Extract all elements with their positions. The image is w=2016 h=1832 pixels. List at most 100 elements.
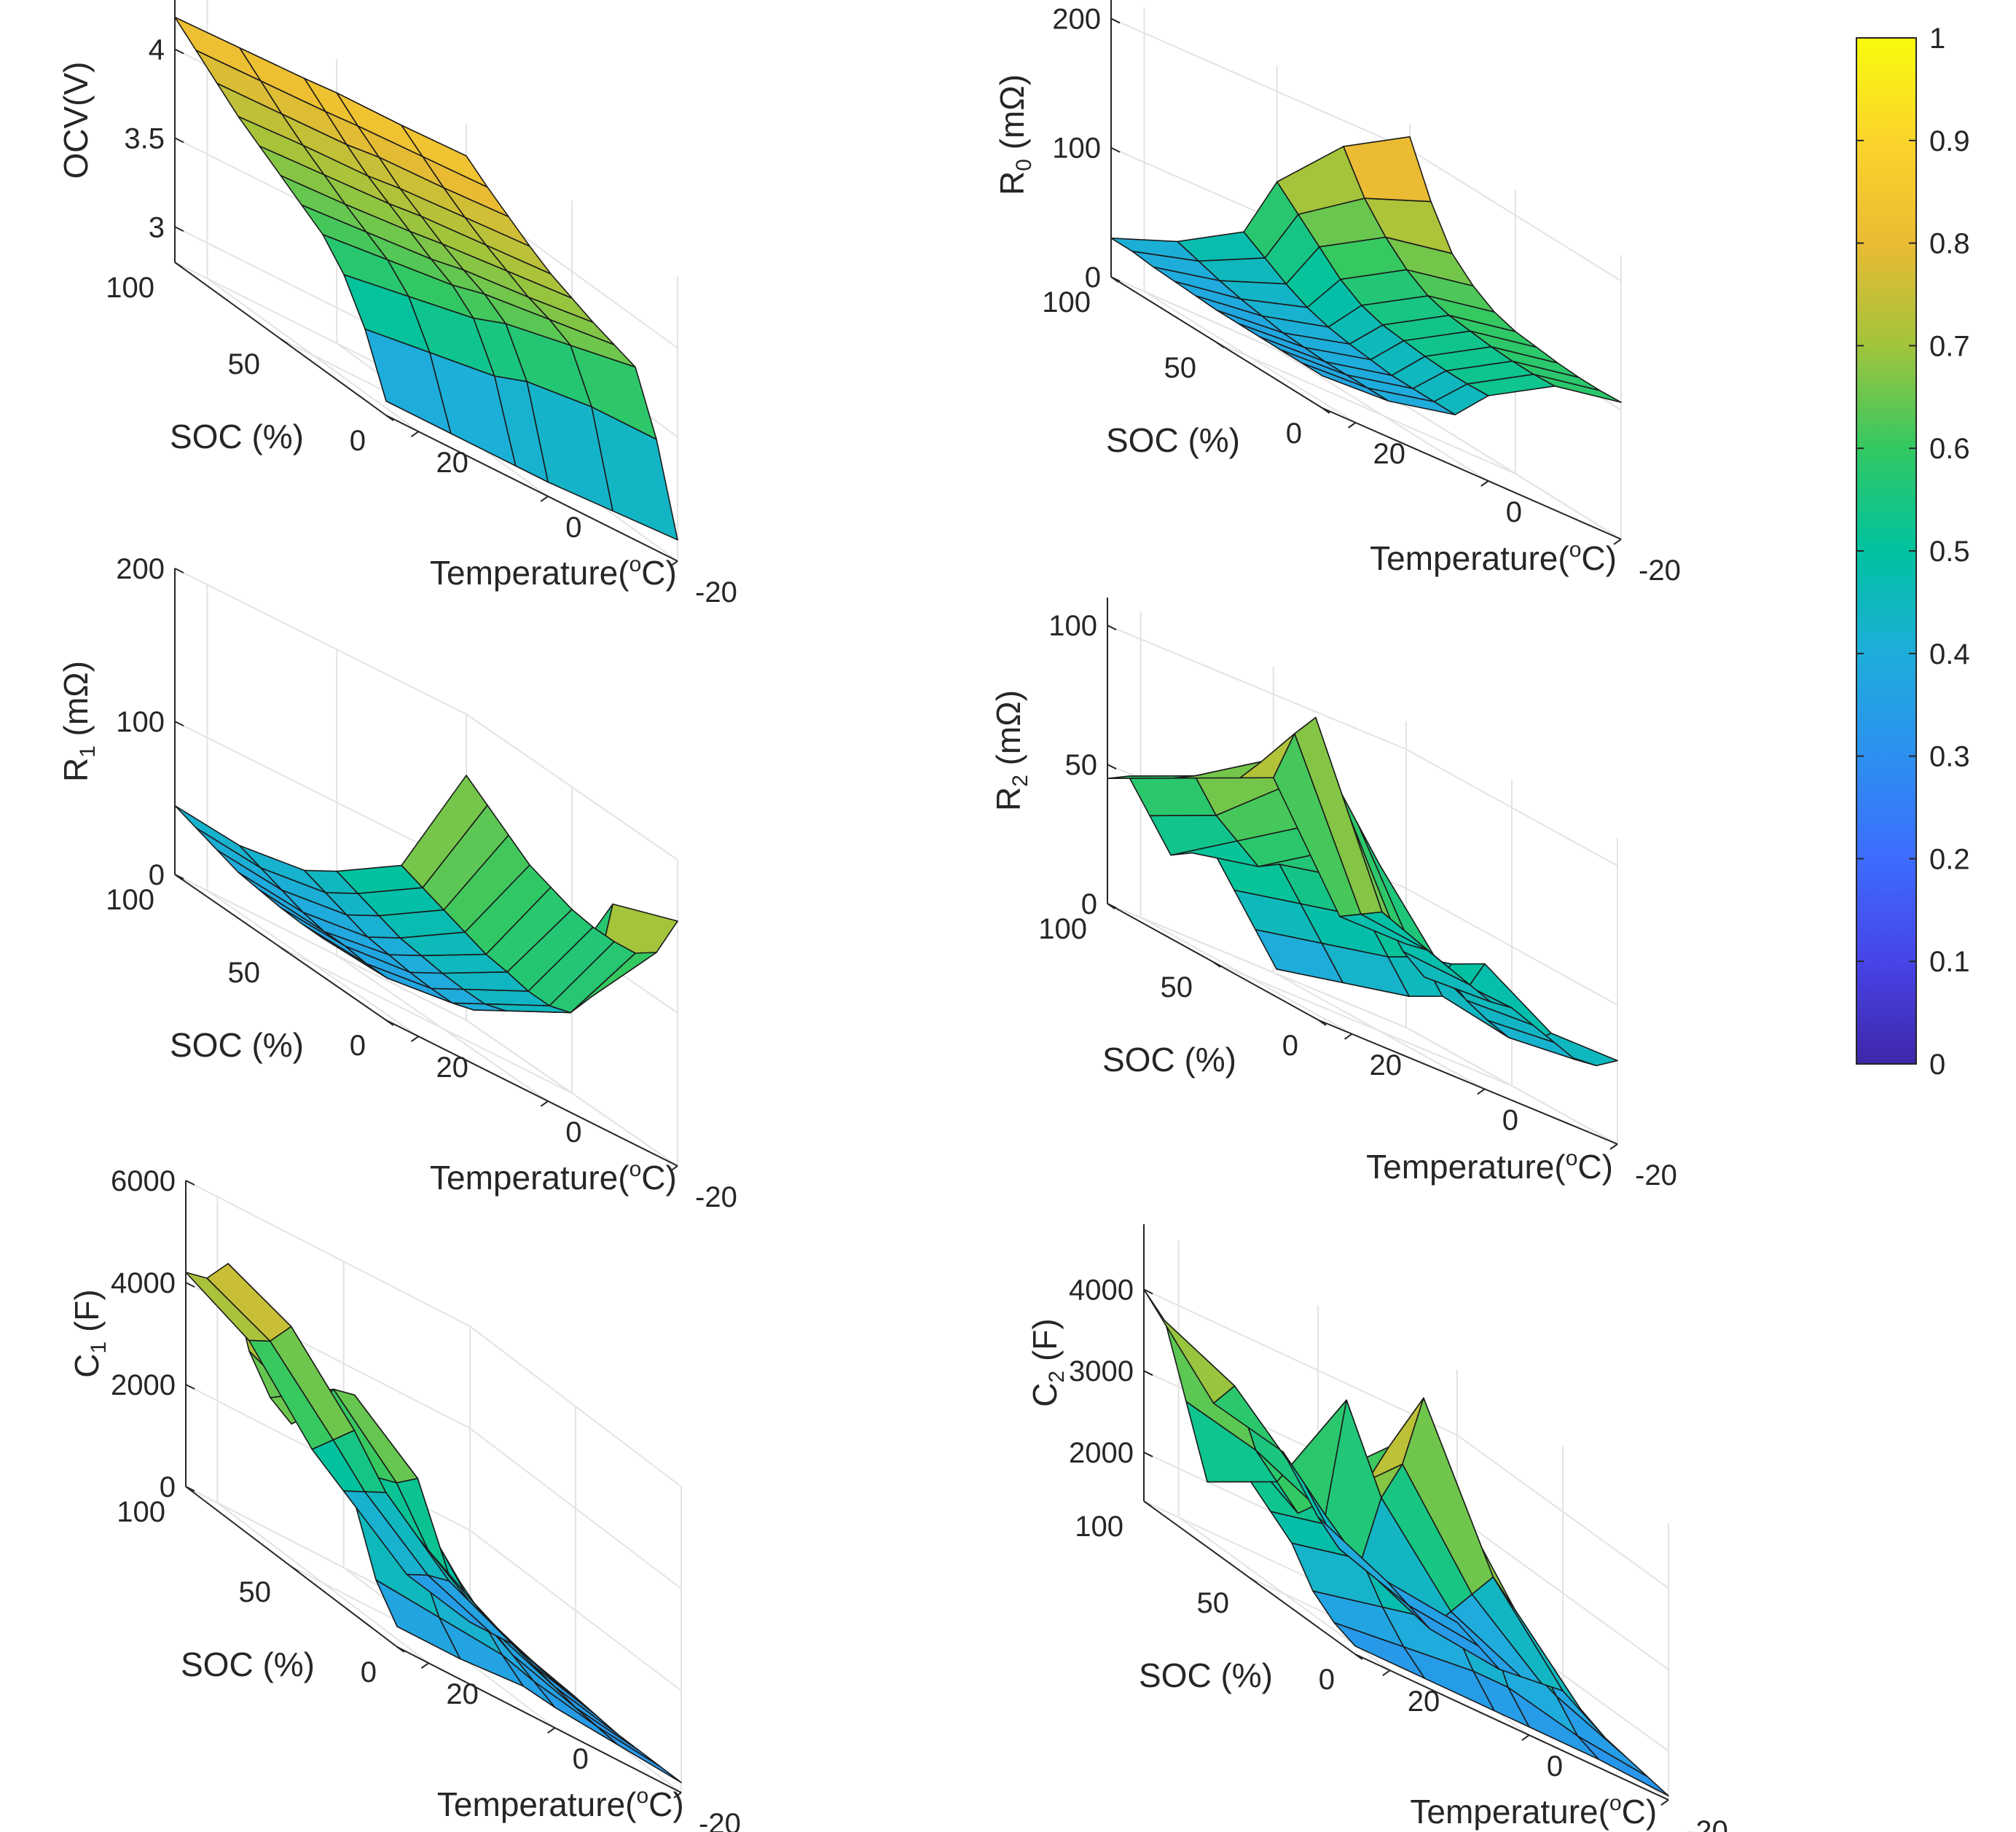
z-tick-mark xyxy=(1110,146,1121,153)
z-axis-label: R1 (mΩ) xyxy=(57,661,100,782)
soc-tick-mark xyxy=(1107,903,1115,909)
z-tick-label: 3 xyxy=(149,211,165,243)
grid-line xyxy=(216,1502,429,1664)
grid-line xyxy=(1212,961,1513,1087)
colorbar-tick-label: 0.6 xyxy=(1929,433,1970,465)
temperature-tick-mark xyxy=(410,431,420,438)
z-axis-label-main: R xyxy=(989,787,1027,811)
z-tick-mark xyxy=(174,226,184,232)
z-tick-label: 50 xyxy=(1065,749,1098,781)
soc-tick-mark xyxy=(1143,1500,1152,1507)
z-tick-label: 0 xyxy=(1085,262,1101,294)
temperature-tick-label: 20 xyxy=(1408,1686,1440,1718)
colorbar-tick-label: 0.2 xyxy=(1929,843,1970,875)
z-axis-label: R0 (mΩ) xyxy=(993,74,1036,195)
colorbar-tick-label: 0.3 xyxy=(1929,741,1970,773)
grid-line xyxy=(1107,903,1407,1028)
soc-tick-label: 100 xyxy=(106,884,154,916)
grid-line xyxy=(1409,407,1622,540)
subplot-r2: 0 50 100 100 50 0 20 0 -20 R2 (mΩ) SOC (%) Temperat… xyxy=(989,598,1677,1191)
colorbar-tick-label: 0.4 xyxy=(1929,638,1970,670)
grid-line xyxy=(1405,1027,1618,1145)
temperature-axis-label: Temperature(oC) xyxy=(1370,538,1617,577)
subplot-c1: 0 2000 4000 6000 100 50 0 20 0 -20 C1 (F) SOC (%) Te… xyxy=(68,1165,741,1832)
temperature-axis-line xyxy=(1322,407,1622,540)
z-tick-mark xyxy=(1143,1288,1153,1295)
surface-ocv xyxy=(174,16,678,541)
surface-patch xyxy=(1339,913,1428,951)
soc-tick-mark xyxy=(1110,276,1119,283)
z-axis-label: C1 (F) xyxy=(68,1289,111,1377)
z-axis-label-unit: (mΩ) xyxy=(989,690,1027,775)
soc-tick-mark xyxy=(280,338,289,345)
grid-line xyxy=(174,568,467,715)
soc-tick-mark xyxy=(291,1566,299,1573)
temperature-axis-line xyxy=(385,415,678,562)
temperature-axis-line xyxy=(385,1019,678,1167)
z-tick-label: 0 xyxy=(149,859,165,891)
temperature-label-unit: C) xyxy=(1577,1148,1613,1186)
temperature-tick-label: 0 xyxy=(573,1743,589,1775)
temperature-label-main: Temperature( xyxy=(437,1785,637,1823)
z-axis-label-subscript: 2 xyxy=(1045,1371,1069,1383)
soc-tick-label: 100 xyxy=(117,1496,165,1528)
temperature-tick-label: -20 xyxy=(699,1808,741,1832)
z-tick-label: 4000 xyxy=(111,1267,176,1299)
z-tick-label: 6000 xyxy=(111,1165,176,1197)
temperature-tick-mark xyxy=(1609,1143,1618,1150)
axes-r0 xyxy=(1110,0,1622,545)
z-axis-label-subscript: 0 xyxy=(1012,159,1036,171)
temperature-label-degree: o xyxy=(1566,1146,1578,1170)
z-tick-mark xyxy=(174,721,184,727)
surface-c1 xyxy=(185,1263,682,1783)
surface-c2 xyxy=(1143,1288,1669,1797)
grid-line xyxy=(1107,625,1407,751)
surface-patch xyxy=(1343,136,1432,203)
temperature-label-unit: C) xyxy=(641,554,677,592)
soc-tick-label: 50 xyxy=(228,348,261,380)
temperature-tick-label: -20 xyxy=(695,576,737,608)
soc-tick-label: 50 xyxy=(1164,352,1197,384)
axes-c2 xyxy=(1143,1224,1669,1806)
soc-tick-label: 0 xyxy=(350,1030,366,1062)
surface-r0 xyxy=(1110,136,1622,415)
colorbar-tick-label: 0.5 xyxy=(1929,536,1970,568)
soc-axis-label: SOC (%) xyxy=(1139,1656,1273,1694)
soc-tick-mark xyxy=(385,415,394,421)
temperature-axis-label: Temperature(oC) xyxy=(430,552,677,592)
temperature-tick-label: -20 xyxy=(1635,1159,1677,1191)
z-tick-label: 2000 xyxy=(111,1369,176,1401)
temperature-label-main: Temperature( xyxy=(1370,539,1569,577)
soc-tick-mark xyxy=(185,1486,194,1492)
temperature-tick-mark xyxy=(540,496,549,502)
z-axis-label-unit: (F) xyxy=(1026,1318,1064,1371)
z-axis-label-unit: (F) xyxy=(68,1289,106,1342)
axes-r2 xyxy=(1107,598,1618,1150)
temperature-tick-mark xyxy=(1382,1669,1391,1677)
temperature-tick-label: 0 xyxy=(1502,1104,1518,1136)
z-tick-label: 2000 xyxy=(1069,1437,1134,1469)
surface-patch xyxy=(1387,1581,1479,1647)
temperature-axis-line xyxy=(1354,1653,1669,1801)
soc-tick-label: 0 xyxy=(1319,1664,1335,1696)
z-tick-label: 3000 xyxy=(1069,1355,1134,1387)
temperature-label-main: Temperature( xyxy=(430,554,629,592)
colorbar-tick-label: 0.7 xyxy=(1929,330,1970,362)
colorbar-tick-label: 0.1 xyxy=(1929,946,1970,978)
z-tick-mark xyxy=(185,1384,195,1390)
temperature-tick-label: 0 xyxy=(565,512,581,544)
soc-tick-label: 0 xyxy=(1282,1030,1298,1062)
z-axis-label-main: C xyxy=(1026,1382,1064,1406)
temperature-tick-mark xyxy=(1477,1088,1486,1095)
soc-tick-mark xyxy=(1354,1653,1363,1660)
grid-line xyxy=(1276,349,1489,482)
z-tick-mark xyxy=(174,48,184,55)
z-tick-label: 200 xyxy=(1052,3,1101,35)
z-tick-mark xyxy=(1107,625,1117,631)
soc-tick-label: 0 xyxy=(1286,418,1302,450)
axes-r1 xyxy=(174,568,678,1172)
subplot-c2: 2000 3000 4000 100 50 0 20 0 -20 C2 (F) SOC (%) Tem… xyxy=(1026,1224,1728,1832)
